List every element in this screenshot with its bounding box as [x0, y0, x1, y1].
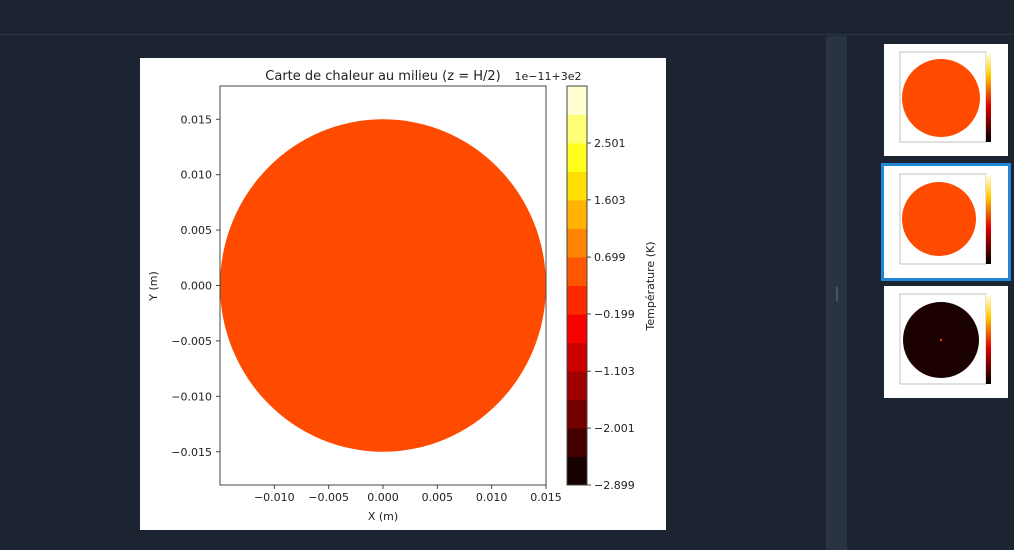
y-tick-label: −0.010	[171, 390, 212, 403]
y-axis: 0.015 0.010 0.005 0.000 −0.005 −0.010 −0.015	[171, 113, 220, 459]
y-tick-label: 0.015	[181, 113, 213, 126]
thumbnail-plot	[899, 293, 991, 385]
top-toolbar	[0, 0, 1014, 35]
thumbnail-heat-disc	[902, 59, 980, 137]
colorbar-tick-label: −1.103	[594, 365, 635, 378]
x-tick-label: 0.015	[530, 491, 562, 504]
colorbar-level	[567, 200, 587, 229]
plot-thumbnail-selected[interactable]	[881, 163, 1011, 281]
colorbar-level	[567, 257, 587, 286]
x-tick-label: −0.010	[254, 491, 295, 504]
colorbar-level	[567, 228, 587, 258]
colorbar-level	[567, 285, 587, 315]
colorbar-tick-label: 1.603	[594, 194, 626, 207]
y-axis-label: Y (m)	[147, 271, 160, 302]
colorbar-tick-label: −0.199	[594, 308, 635, 321]
panel-splitter[interactable]	[827, 36, 847, 550]
x-axis-label: X (m)	[368, 510, 398, 523]
colorbar-offset-text: 1e−11+3e2	[515, 70, 582, 83]
y-tick-label: −0.015	[171, 446, 212, 459]
colorbar-frame	[566, 85, 588, 486]
colorbar-level	[567, 342, 587, 372]
heat-disc	[220, 119, 546, 452]
thumbnail-plot	[899, 51, 991, 143]
colorbar-level	[567, 456, 587, 486]
colorbar-level	[567, 114, 587, 144]
colorbar-level	[567, 371, 587, 400]
colorbar-tick-label: −2.899	[594, 479, 635, 492]
heatmap-chart: Carte de chaleur au milieu (z = H/2) −0.…	[147, 69, 657, 523]
thumbnail-heat-disc	[902, 182, 976, 256]
x-tick-label: 0.010	[476, 491, 508, 504]
plot-thumbnail[interactable]	[884, 44, 1008, 156]
colorbar-tick-label: −2.001	[594, 422, 635, 435]
colorbar: 2.501 1.603 0.699 −0.199 −1.103 −2.001 −2.899	[566, 85, 635, 492]
heatmap-figure: Carte de chaleur au milieu (z = H/2) −0.…	[140, 58, 666, 530]
thumbnail-plot	[899, 173, 991, 265]
colorbar-level	[567, 428, 587, 457]
splitter-grip-icon[interactable]	[836, 287, 838, 301]
y-tick-label: −0.005	[171, 335, 212, 348]
plot-thumbnail[interactable]	[884, 286, 1008, 398]
y-tick-label: 0.010	[181, 169, 213, 182]
colorbar-tick-label: 0.699	[594, 251, 626, 264]
colorbar-level	[567, 86, 587, 115]
x-axis: −0.010 −0.005 0.000 0.005 0.010 0.015	[254, 485, 562, 504]
colorbar-level	[567, 399, 587, 429]
colorbar-level	[567, 171, 587, 201]
colorbar-level	[567, 143, 587, 172]
y-tick-label: 0.005	[181, 224, 213, 237]
chart-title: Carte de chaleur au milieu (z = H/2)	[265, 69, 500, 84]
x-tick-label: 0.005	[422, 491, 454, 504]
y-tick-label: 0.000	[181, 280, 213, 293]
colorbar-tick-label: 2.501	[594, 137, 626, 150]
plot-area	[219, 85, 547, 486]
colorbar-level	[567, 314, 587, 343]
x-tick-label: 0.000	[367, 491, 399, 504]
x-tick-label: −0.005	[308, 491, 349, 504]
colorbar-label: Température (K)	[644, 242, 657, 332]
